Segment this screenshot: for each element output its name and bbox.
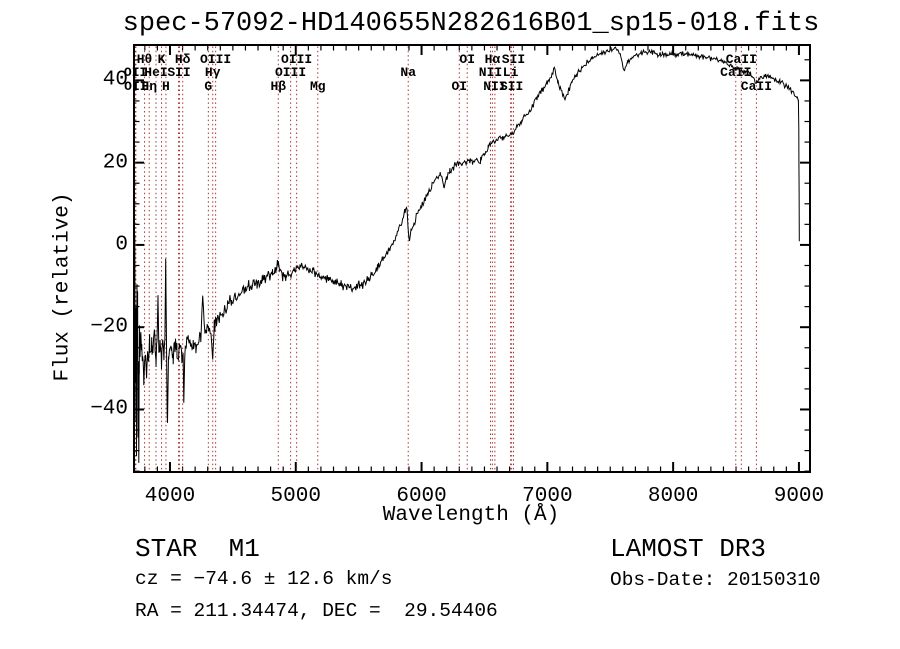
y-tick-label: 40 xyxy=(102,68,128,92)
x-tick-label: 6000 xyxy=(396,485,447,508)
spectral-line-label: SII xyxy=(499,79,524,94)
spectral-line-label: OII xyxy=(123,65,148,80)
y-tick-label: 20 xyxy=(102,151,128,175)
plot-title: spec-57092-HD140655N282616B01_sp15-018.f… xyxy=(122,9,820,39)
spectral-line-label: OI xyxy=(451,79,468,94)
ra-dec-text: RA = 211.34474, DEC = 29.54406 xyxy=(135,600,498,622)
spectral-line-label: K xyxy=(157,52,166,67)
y-tick-label: 0 xyxy=(115,233,128,257)
spectral-line-label: NII xyxy=(483,79,507,94)
spectral-line-label: OII xyxy=(124,79,148,94)
obs-date-text: Obs-Date: 20150310 xyxy=(610,569,821,591)
spectral-line-label: G xyxy=(204,79,213,94)
plot-border xyxy=(133,44,811,473)
y-axis-label: Flux (relative) xyxy=(51,192,75,382)
spectral-line-label: SII xyxy=(501,52,526,67)
classification-text: STAR M1 xyxy=(135,534,260,564)
spectral-line-label: Hδ xyxy=(174,52,191,67)
spectral-line-label: OI xyxy=(459,52,476,67)
spectral-line-label: CaII xyxy=(740,79,773,94)
survey-text: LAMOST DR3 xyxy=(610,534,767,564)
spectral-line-label: NII xyxy=(478,65,503,80)
x-tick-label: 4000 xyxy=(144,485,196,508)
spectral-line-label: Hγ xyxy=(204,65,221,80)
spectral-line-label: Hβ xyxy=(270,79,287,94)
spectral-line-label: Hη xyxy=(141,79,158,94)
x-tick-label: 7000 xyxy=(522,485,573,508)
spectral-line-label: Mg xyxy=(309,79,326,94)
spectral-line-label: OIII xyxy=(275,65,307,80)
spectral-line-label: SII xyxy=(167,65,191,80)
y-tick-label: −20 xyxy=(90,315,128,339)
spectral-line-label: Na xyxy=(400,65,417,80)
x-tick-label: 5000 xyxy=(270,485,321,508)
spectral-line-label: CaII xyxy=(725,52,757,67)
x-axis-label: Wavelength (Å) xyxy=(382,504,560,527)
x-tick-label: 9000 xyxy=(773,485,825,508)
spectral-line-label: Hθ xyxy=(136,52,153,67)
cz-text: cz = −74.6 ± 12.6 km/s xyxy=(135,568,393,590)
spectral-line-label: Hα xyxy=(484,52,501,67)
spectrum-trace xyxy=(133,46,800,463)
y-tick-label: −40 xyxy=(90,397,128,421)
spectral-line-label: HeI xyxy=(144,65,168,80)
x-tick-label: 8000 xyxy=(647,485,699,508)
spectral-line-label: OIII xyxy=(200,52,232,67)
spectral-line-label: Li xyxy=(502,65,519,80)
spectral-line-label: H xyxy=(162,79,170,94)
spectral-line-label: OIII xyxy=(281,52,313,67)
spectral-line-label: CaII xyxy=(720,65,752,80)
